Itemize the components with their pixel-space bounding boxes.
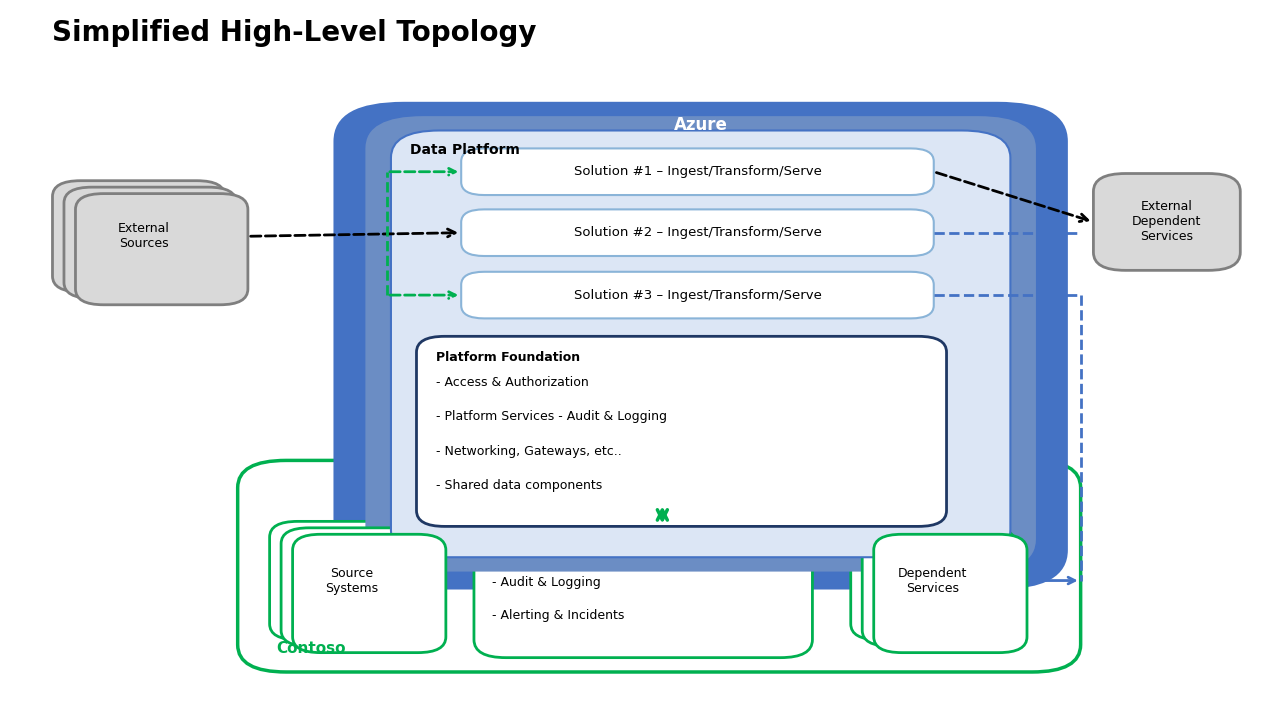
FancyBboxPatch shape: [282, 528, 434, 646]
FancyBboxPatch shape: [64, 187, 237, 298]
Text: - Networking, Gateways, etc..: - Networking, Gateways, etc..: [435, 445, 621, 458]
Text: - Platform Services - Audit & Logging: - Platform Services - Audit & Logging: [435, 410, 667, 423]
FancyBboxPatch shape: [474, 503, 813, 657]
FancyBboxPatch shape: [293, 534, 445, 652]
Text: Data Platform: Data Platform: [410, 143, 520, 158]
FancyBboxPatch shape: [52, 181, 225, 292]
FancyBboxPatch shape: [863, 528, 1015, 646]
FancyBboxPatch shape: [461, 271, 934, 318]
Text: External
Sources: External Sources: [118, 222, 170, 251]
FancyBboxPatch shape: [270, 521, 422, 639]
FancyBboxPatch shape: [851, 521, 1004, 639]
FancyBboxPatch shape: [461, 210, 934, 256]
FancyBboxPatch shape: [76, 194, 248, 305]
Text: - Alerting & Incidents: - Alerting & Incidents: [492, 609, 625, 622]
Text: - Shared data components: - Shared data components: [435, 479, 602, 492]
Text: Solution #2 – Ingest/Transform/Serve: Solution #2 – Ingest/Transform/Serve: [573, 226, 822, 239]
Text: External
Dependent
Services: External Dependent Services: [1133, 200, 1202, 243]
Text: Enterprise Shared Services: Enterprise Shared Services: [492, 516, 662, 529]
Text: Platform Foundation: Platform Foundation: [435, 351, 580, 364]
FancyBboxPatch shape: [461, 148, 934, 195]
Text: Solution #1 – Ingest/Transform/Serve: Solution #1 – Ingest/Transform/Serve: [573, 165, 822, 179]
FancyBboxPatch shape: [874, 534, 1027, 652]
Text: - Access & Authorization: - Access & Authorization: [435, 376, 589, 389]
FancyBboxPatch shape: [390, 130, 1010, 557]
Text: Source
Systems: Source Systems: [325, 567, 378, 595]
FancyBboxPatch shape: [365, 116, 1036, 572]
Text: - Audit & Logging: - Audit & Logging: [492, 576, 600, 589]
Text: Contoso: Contoso: [276, 642, 346, 656]
Text: Simplified High-Level Topology: Simplified High-Level Topology: [52, 19, 538, 48]
Text: Solution #3 – Ingest/Transform/Serve: Solution #3 – Ingest/Transform/Serve: [573, 289, 822, 302]
Text: - Access & Authorization: - Access & Authorization: [492, 543, 645, 556]
FancyBboxPatch shape: [334, 102, 1068, 590]
FancyBboxPatch shape: [416, 336, 946, 526]
FancyBboxPatch shape: [1093, 174, 1240, 270]
Text: Azure: Azure: [673, 116, 727, 134]
FancyBboxPatch shape: [238, 460, 1080, 672]
Text: Dependent
Services: Dependent Services: [897, 567, 968, 595]
